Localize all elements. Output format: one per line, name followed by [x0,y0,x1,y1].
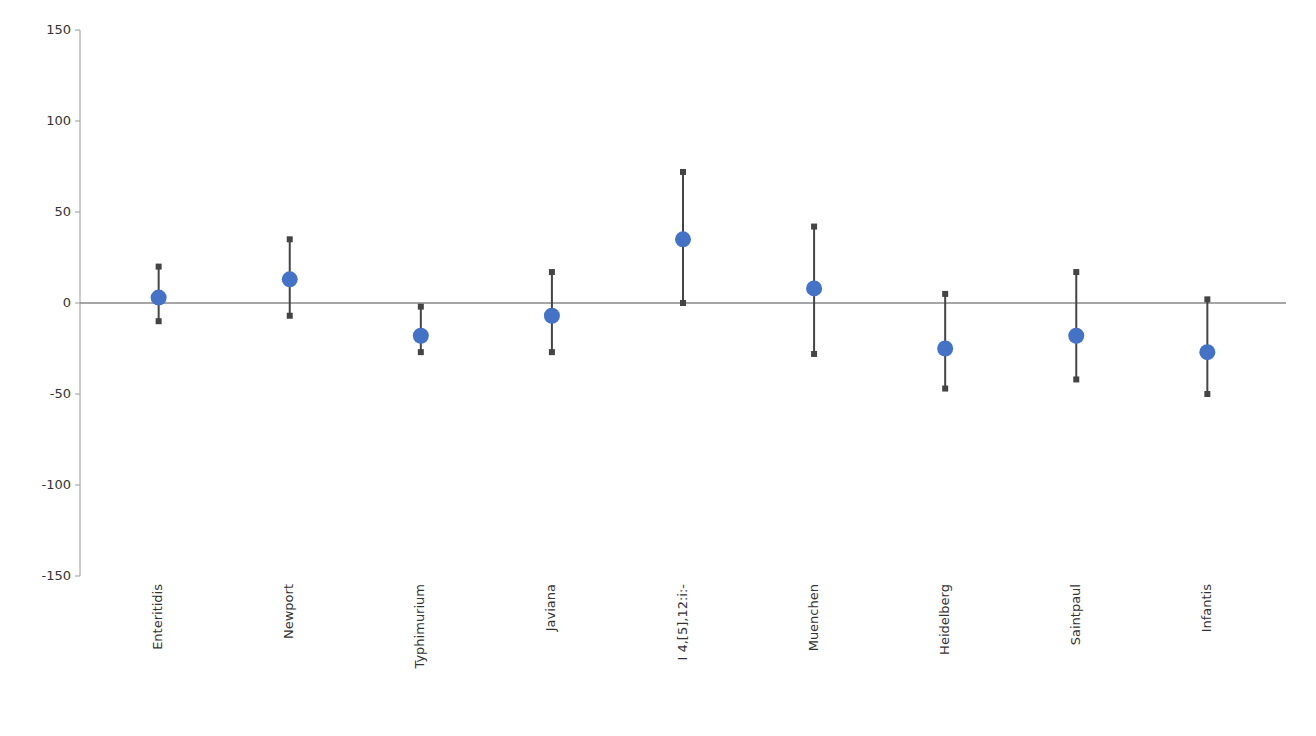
center-point [1068,328,1084,344]
lower-cap [156,318,162,324]
center-point [151,290,167,306]
center-point [806,280,822,296]
y-tick-label: 0 [63,295,71,310]
upper-cap [942,291,948,297]
x-tick-label: I 4,[5],12:i:- [675,584,690,661]
y-tick [75,576,80,577]
center-point [675,231,691,247]
y-tick-label: 50 [54,204,71,219]
range-line [1075,272,1077,379]
lower-cap [1073,376,1079,382]
y-tick-label: -50 [50,386,71,401]
center-point [413,328,429,344]
upper-cap [418,304,424,310]
x-tick-label: Muenchen [806,584,821,651]
x-tick-label: Javiana [543,584,558,632]
y-tick [75,485,80,486]
center-point [282,271,298,287]
upper-cap [1204,296,1210,302]
x-tick-label: Typhimurium [412,584,427,669]
chart: -150 -100 -50 0 50 100 150 Enteritidis Newport Ty… [0,0,1316,736]
x-tick-label: Newport [281,584,296,639]
y-tick [75,303,80,304]
center-point [937,341,953,357]
chart-container: -150 -100 -50 0 50 100 150 Enteritidis Newport Ty… [0,0,1316,736]
y-tick-label: -100 [41,477,71,492]
lower-cap [1204,391,1210,397]
y-tick [75,121,80,122]
x-tick-label: Infantis [1199,584,1214,633]
lower-cap [549,349,555,355]
upper-cap [549,269,555,275]
lower-cap [680,300,686,306]
x-tick-label: Enteritidis [150,584,165,650]
lower-cap [287,313,293,319]
y-tick-label: -150 [41,568,71,583]
upper-cap [1073,269,1079,275]
y-tick [75,212,80,213]
y-tick-label: 100 [46,113,71,128]
plot-area [151,169,1216,397]
lower-cap [942,386,948,392]
upper-cap [287,236,293,242]
y-tick [75,394,80,395]
center-point [544,308,560,324]
y-tick-label: 150 [46,22,71,37]
upper-cap [156,264,162,270]
center-point [1199,344,1215,360]
lower-cap [418,349,424,355]
x-tick-label: Heidelberg [937,584,952,655]
y-tick [75,30,80,31]
lower-cap [811,351,817,357]
upper-cap [811,224,817,230]
x-tick-label: Saintpaul [1068,584,1083,645]
upper-cap [680,169,686,175]
